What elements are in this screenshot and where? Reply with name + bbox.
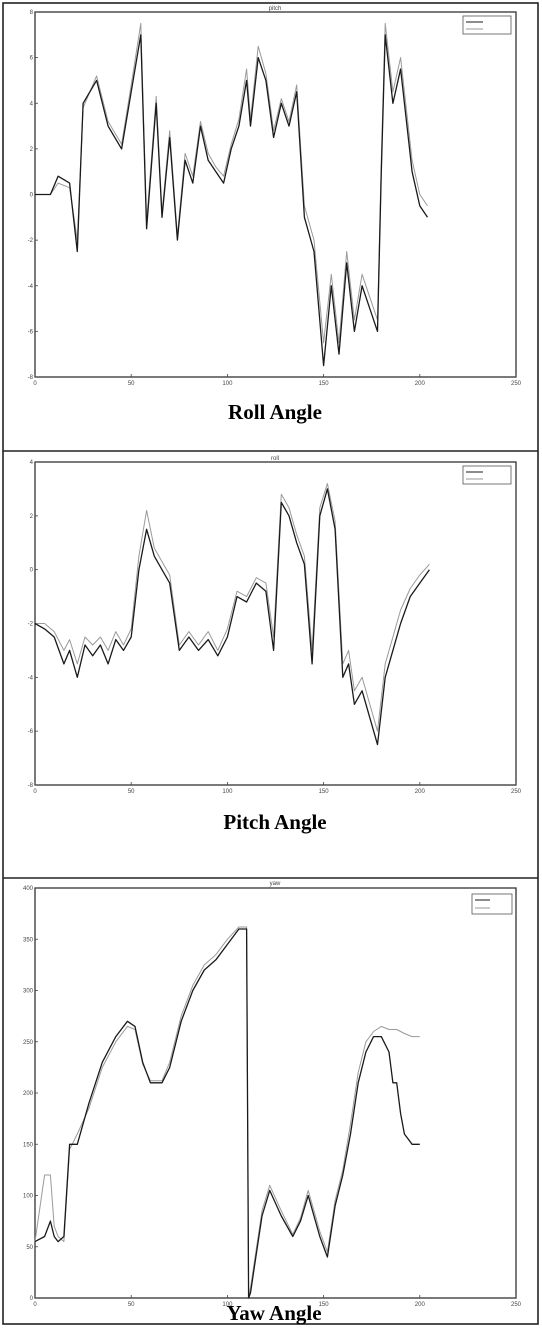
y-tick-label: 0: [30, 568, 34, 574]
y-tick-label: 100: [23, 1194, 34, 1200]
y-tick-label: 4: [30, 101, 34, 107]
y-tick-label: -8: [28, 375, 34, 381]
y-tick-label: 400: [23, 886, 34, 892]
y-tick-label: 150: [23, 1142, 34, 1148]
legend-box: [462, 15, 512, 35]
y-tick-label: 50: [26, 1245, 33, 1251]
plot-area: [34, 887, 517, 1299]
series-line-2: [35, 483, 430, 732]
y-tick-label: -2: [28, 238, 34, 244]
y-tick-label: 200: [23, 1091, 34, 1097]
x-tick-label: 50: [128, 789, 135, 795]
yaw-angle-chart: yaw Yaw Angle 0 50 100 150 200 250 0 50 100 150 20…: [23, 881, 522, 1325]
y-tick-label: 350: [23, 937, 34, 943]
x-tick-label: 0: [33, 1302, 37, 1308]
legend-box: [471, 893, 513, 915]
plot-title: roll: [271, 456, 279, 462]
legend: [462, 465, 512, 485]
x-tick-label: 100: [222, 789, 233, 795]
legend-box: [462, 465, 512, 485]
series-line-1: [34, 928, 420, 1299]
y-tick-label: 250: [23, 1040, 34, 1046]
x-tick-label: 100: [222, 1302, 233, 1308]
roll-angle-chart: pitch Roll Angle 0 50 100 150 200 250 -8 -6 -4 -2…: [28, 6, 522, 424]
plot-title: pitch: [269, 6, 282, 12]
chart-caption: Roll Angle: [228, 400, 322, 424]
y-tick-label: -8: [28, 783, 34, 789]
x-tick-label: 50: [128, 1302, 135, 1308]
x-tick-label: 250: [511, 789, 522, 795]
x-tick-label: 200: [415, 1302, 426, 1308]
y-tick-label: -4: [28, 284, 34, 290]
x-tick-label: 100: [222, 381, 233, 387]
series-line-1: [34, 488, 430, 746]
series-line-2: [35, 22, 428, 344]
y-tick-label: 6: [30, 56, 34, 62]
x-tick-label: 150: [319, 789, 330, 795]
x-tick-label: 0: [33, 381, 37, 387]
y-tick-label: -6: [28, 329, 34, 335]
y-tick-label: -6: [28, 729, 34, 735]
x-tick-label: 250: [511, 381, 522, 387]
y-tick-label: -2: [28, 622, 34, 628]
y-tick-label: -4: [28, 675, 34, 681]
y-tick-label: 4: [30, 460, 34, 466]
x-tick-label: 0: [33, 789, 37, 795]
x-tick-label: 50: [128, 381, 135, 387]
plot-area: [34, 11, 517, 378]
x-tick-label: 200: [415, 381, 426, 387]
chart-caption: Pitch Angle: [223, 810, 326, 834]
y-tick-label: 2: [30, 147, 34, 153]
legend: [462, 15, 512, 35]
x-tick-label: 200: [415, 789, 426, 795]
y-tick-label: 8: [30, 10, 34, 16]
y-tick-label: 0: [30, 1296, 34, 1302]
x-tick-label: 150: [319, 1302, 330, 1308]
plot-title: yaw: [270, 881, 281, 887]
x-tick-label: 250: [511, 1302, 522, 1308]
legend: [471, 893, 513, 915]
chart-caption: Yaw Angle: [226, 1301, 321, 1325]
pitch-angle-chart: roll Pitch Angle 0 50 100 150 200 250 -8 -6 -4 -2…: [28, 456, 522, 834]
x-tick-label: 150: [319, 381, 330, 387]
y-tick-label: 0: [30, 193, 34, 199]
y-tick-label: 2: [30, 514, 34, 520]
y-tick-label: 300: [23, 989, 34, 995]
series-line-1: [35, 34, 429, 367]
